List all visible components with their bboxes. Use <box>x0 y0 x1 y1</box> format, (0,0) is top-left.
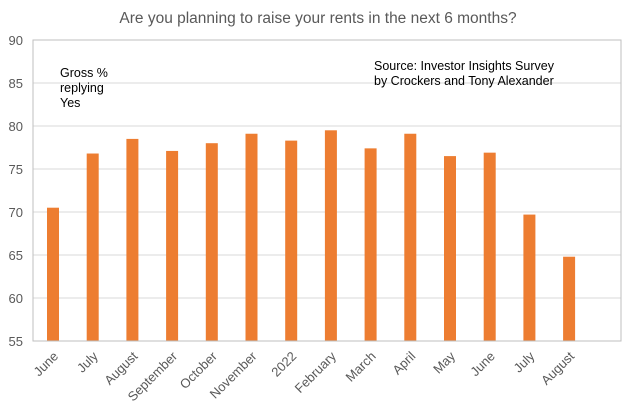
series-note-line-3: Yes <box>60 96 80 110</box>
x-tick-label: August <box>101 348 140 387</box>
y-tick-label: 75 <box>9 162 23 177</box>
y-tick-label: 65 <box>9 248 23 263</box>
bar <box>563 256 576 341</box>
source-note: Source: Investor Insights Survey by Croc… <box>374 59 557 88</box>
x-tick-label: February <box>292 348 340 396</box>
series-note-line-2: replying <box>60 81 104 95</box>
plot-area-border <box>32 39 622 342</box>
x-tick-label: July <box>511 348 538 375</box>
x-tick-label: May <box>430 348 458 376</box>
bar <box>245 133 258 341</box>
y-tick-label: 80 <box>9 119 23 134</box>
y-tick-label: 55 <box>9 334 23 349</box>
source-note-line-2: by Crockers and Tony Alexander <box>374 74 554 88</box>
y-tick-label: 90 <box>9 33 23 48</box>
bar <box>364 148 377 341</box>
series-note-line-1: Gross % <box>60 66 108 80</box>
bar <box>205 143 218 341</box>
bar <box>483 152 496 341</box>
y-tick-label: 60 <box>9 291 23 306</box>
x-tick-label: April <box>389 348 418 377</box>
bar <box>404 133 417 341</box>
bar <box>523 214 536 341</box>
source-note-line-1: Source: Investor Insights Survey <box>374 59 555 73</box>
series-note: Gross % replying Yes <box>60 66 111 110</box>
bar <box>444 156 456 341</box>
bar <box>166 150 179 341</box>
y-tick-label: 70 <box>9 205 23 220</box>
y-tick-label: 85 <box>9 76 23 91</box>
bar <box>47 207 59 341</box>
bar <box>285 140 298 341</box>
x-tick-label: March <box>343 349 379 385</box>
x-tick-label: August <box>538 348 577 387</box>
chart-title: Are you planning to raise your rents in … <box>119 10 517 27</box>
bar <box>324 130 337 341</box>
bars <box>47 130 576 341</box>
bar <box>86 153 99 341</box>
x-tick-label: 2022 <box>268 349 299 380</box>
x-tick-label: June <box>31 349 62 380</box>
x-tick-label: June <box>467 349 498 380</box>
bar <box>126 138 139 341</box>
x-tick-label: July <box>74 348 101 375</box>
y-axis-tick-labels: 55 60 65 70 75 80 85 90 <box>9 33 23 349</box>
